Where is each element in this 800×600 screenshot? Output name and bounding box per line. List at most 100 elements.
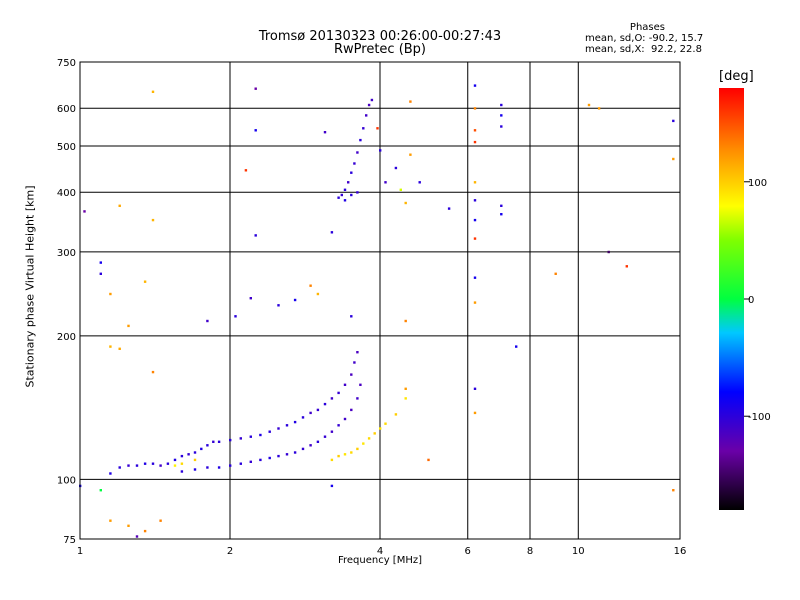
stats-o-values: -90.2, 15.7	[648, 33, 704, 44]
data-point	[293, 298, 297, 302]
data-point	[473, 411, 477, 415]
data-point	[350, 373, 353, 376]
data-point	[379, 427, 382, 430]
data-point	[285, 453, 289, 456]
data-point	[376, 127, 379, 130]
data-point	[99, 489, 102, 492]
data-point	[404, 319, 407, 323]
data-point	[473, 140, 477, 144]
data-point	[200, 447, 203, 451]
data-point	[229, 464, 232, 467]
y-tick-label: 75	[63, 535, 76, 546]
data-point	[404, 201, 407, 205]
data-point	[625, 265, 628, 268]
data-point	[151, 462, 155, 465]
data-point	[672, 489, 675, 492]
data-point	[330, 458, 334, 462]
chart-title: Tromsø 20130323 00:26:00-00:27:43	[258, 29, 502, 44]
data-point	[234, 315, 237, 318]
data-point	[249, 297, 252, 300]
data-point	[244, 169, 248, 172]
phase-stats-header: Phases	[629, 22, 665, 33]
data-point	[356, 351, 359, 354]
data-point	[353, 361, 356, 364]
data-point	[473, 387, 477, 390]
data-point	[373, 432, 376, 435]
data-point	[259, 458, 262, 462]
data-point	[206, 466, 209, 469]
data-point	[239, 462, 242, 465]
data-point	[500, 114, 503, 117]
data-point	[159, 464, 162, 467]
data-point	[254, 234, 257, 237]
x-tick-label: 10	[572, 546, 585, 557]
data-point	[83, 210, 86, 213]
colorbar-tick-label: 0	[748, 295, 754, 306]
data-point	[193, 468, 197, 471]
colorbar-tick-label: -100	[748, 412, 771, 423]
data-point	[554, 272, 557, 275]
data-point	[316, 440, 320, 443]
data-point	[293, 420, 297, 424]
data-point	[473, 181, 477, 184]
phase-stats: Phases mean, sd,O: -90.2, 15.7 mean, sd,…	[585, 22, 715, 55]
data-point	[330, 430, 334, 433]
data-point	[473, 276, 477, 279]
data-point	[193, 458, 197, 462]
y-tick-label: 600	[57, 104, 76, 115]
data-point	[109, 472, 112, 475]
data-point	[249, 460, 252, 463]
data-point	[359, 138, 362, 142]
data-point	[367, 103, 371, 107]
data-point	[353, 162, 356, 165]
x-axis-label: Frequency [MHz]	[337, 555, 423, 566]
data-point	[343, 383, 347, 386]
data-point	[249, 435, 252, 438]
data-point	[118, 466, 121, 469]
data-point	[293, 451, 297, 454]
stats-x-values: 92.2, 22.8	[647, 44, 702, 55]
data-point	[473, 218, 477, 222]
data-point	[323, 402, 327, 406]
data-point	[193, 451, 197, 454]
data-point	[394, 413, 398, 416]
data-point	[173, 458, 177, 462]
data-point	[356, 447, 359, 451]
data-point	[277, 454, 280, 458]
stats-x-label: mean, sd,X:	[585, 44, 645, 55]
plot-frame	[79, 61, 681, 540]
x-tick-label: 8	[527, 546, 533, 557]
data-point	[473, 199, 477, 202]
data-point	[217, 466, 221, 469]
data-point	[277, 304, 280, 307]
data-point	[404, 387, 407, 390]
data-point	[384, 181, 387, 184]
data-point	[212, 440, 215, 443]
data-point	[118, 347, 121, 350]
y-tick-label: 400	[57, 188, 76, 199]
x-tick-label: 4	[377, 546, 383, 557]
phase-stats-o: mean, sd,O: -90.2, 15.7	[585, 33, 715, 44]
data-point	[500, 213, 503, 216]
data-point	[268, 430, 271, 433]
data-point	[409, 153, 412, 156]
data-point	[347, 181, 350, 184]
data-point	[473, 107, 477, 110]
phase-stats-x: mean, sd,X: 92.2, 22.8	[585, 44, 715, 55]
data-point	[229, 438, 232, 442]
y-tick-label: 500	[57, 142, 76, 153]
data-point	[473, 84, 477, 87]
data-point	[316, 292, 320, 296]
data-point	[323, 435, 327, 438]
data-point	[109, 345, 112, 348]
data-point	[337, 454, 340, 458]
data-point	[127, 464, 130, 467]
data-point	[473, 237, 477, 240]
data-point	[356, 397, 359, 400]
data-point	[350, 193, 353, 197]
data-point	[143, 280, 147, 283]
data-point	[254, 87, 257, 90]
data-point	[409, 100, 412, 103]
data-point	[206, 319, 209, 323]
